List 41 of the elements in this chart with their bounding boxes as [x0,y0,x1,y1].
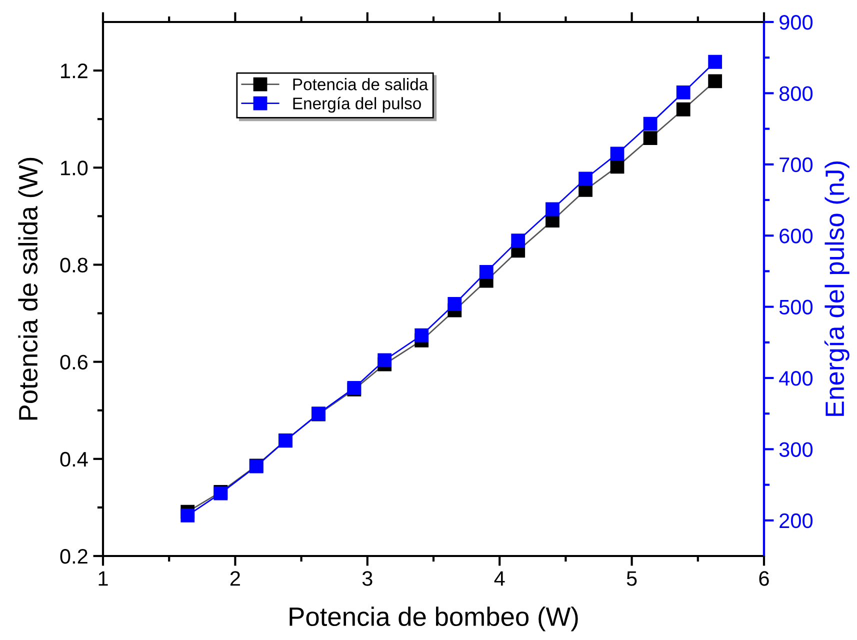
point [546,202,560,216]
y2-tick-label: 700 [780,157,813,172]
point [378,353,392,368]
x-tick-label: 4 [494,571,505,586]
point [180,508,195,522]
y2-tick-label: 600 [780,228,813,244]
x-axis-title: Potencia de bombeo (W) [290,606,578,632]
y2-axis-title: Energía del pulso (nJ) [824,162,850,416]
y2-tick-label: 200 [780,513,813,528]
point [511,234,526,248]
point [448,297,462,311]
point [479,264,494,279]
point [578,172,592,186]
y-axis-title: Potencia de salida (W) [18,158,43,420]
point [676,86,690,100]
x-tick-label: 5 [626,571,637,586]
legend-label: Energía del pulso [293,96,421,113]
point [643,131,658,145]
y2-tick-label: 900 [780,15,813,30]
y2-tick-label: 800 [779,86,813,101]
y2-tick-label: 400 [779,371,813,386]
point [708,74,722,88]
y-tick-label: 1.0 [61,160,88,176]
y2-tick-label: 300 [779,442,813,457]
point [414,328,429,342]
point [708,54,722,69]
x-tick-label: 1 [98,571,108,586]
point [610,160,624,174]
x-tick-label: 2 [230,571,240,586]
point [643,116,658,131]
point [610,146,624,161]
y-tick-label: 0.2 [60,549,88,564]
y-tick-label: 0.4 [60,452,88,467]
legend-label: Potencia de salida [293,78,428,90]
y2-tick-label: 500 [779,300,813,315]
y-tick-label: 0.8 [60,258,88,272]
x-tick-label: 6 [759,571,769,586]
y-tick-label: 0.6 [60,354,88,370]
x-tick-label: 3 [362,571,372,586]
point [676,102,690,116]
y-tick-label: 1.2 [61,64,88,78]
